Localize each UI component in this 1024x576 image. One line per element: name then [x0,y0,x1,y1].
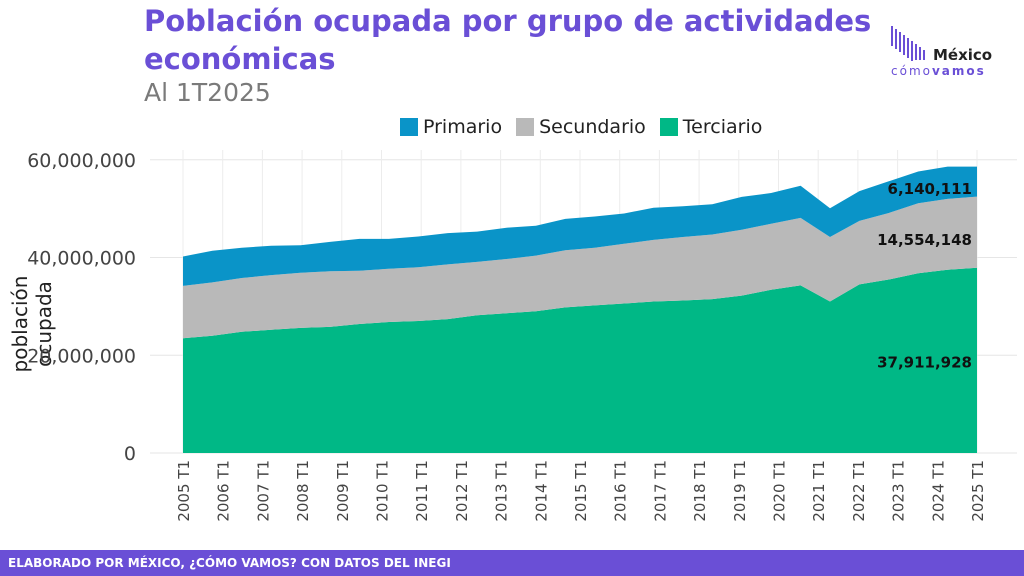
x-tick-label: 2020 T1 [771,460,789,522]
bars-logo-icon [891,26,925,61]
x-tick-label: 2018 T1 [691,460,709,522]
legend-swatch [400,118,418,136]
x-tick-label: 2006 T1 [215,460,233,522]
area-secundario [183,196,977,339]
x-tick-label: 2014 T1 [532,460,550,522]
data-label: 6,140,111 [888,180,972,198]
legend-swatch [659,118,678,136]
y-tick-label: 20,000,000 [27,345,136,367]
legend-label: Terciario [682,116,763,138]
y-tick-label: 40,000,000 [27,248,136,270]
area-primario [183,166,977,286]
brand-logo: México cómovamos [889,26,1009,82]
y-tick-label: 60,000,000 [27,150,136,172]
x-tick-label: 2012 T1 [453,460,471,522]
footer-credit: ELABORADO POR MÉXICO, ¿CÓMO VAMOS? CON D… [0,550,1024,576]
x-tick-label: 2010 T1 [374,460,392,522]
chart-subtitle: Al 1T2025 [144,78,271,107]
x-tick-label: 2008 T1 [294,460,312,522]
x-tick-label: 2005 T1 [175,460,193,522]
x-tick-label: 2023 T1 [890,460,908,522]
y-tick-label: 0 [124,443,136,465]
x-tick-label: 2015 T1 [572,460,590,522]
x-tick-label: 2017 T1 [651,460,669,522]
x-tick-label: 2021 T1 [810,460,828,522]
legend-item-terciario: Terciario [659,116,763,138]
legend-label: Secundario [539,116,646,138]
legend-swatch [516,118,535,136]
x-tick-label: 2024 T1 [929,460,947,522]
chart-title: Población ocupada por grupo de actividad… [144,4,872,76]
x-tick-label: 2016 T1 [612,460,630,522]
x-tick-label: 2013 T1 [493,460,511,522]
x-tick-label: 2009 T1 [334,460,352,522]
legend-item-secundario: Secundario [516,116,646,138]
x-tick-label: 2022 T1 [850,460,868,522]
data-label: 37,911,928 [877,353,972,371]
x-tick-label: 2025 T1 [969,460,987,522]
logo-name: México [933,46,993,64]
data-label: 14,554,148 [877,231,972,249]
legend-item-primario: Primario [400,116,502,138]
logo-tagline: cómovamos [891,64,986,78]
x-tick-label: 2011 T1 [413,460,431,522]
x-tick-label: 2007 T1 [254,460,272,522]
x-tick-label: 2019 T1 [731,460,749,522]
area-terciario [183,267,977,453]
chart-legend: Primario Secundario Terciario [400,116,770,138]
legend-label: Primario [423,116,503,138]
